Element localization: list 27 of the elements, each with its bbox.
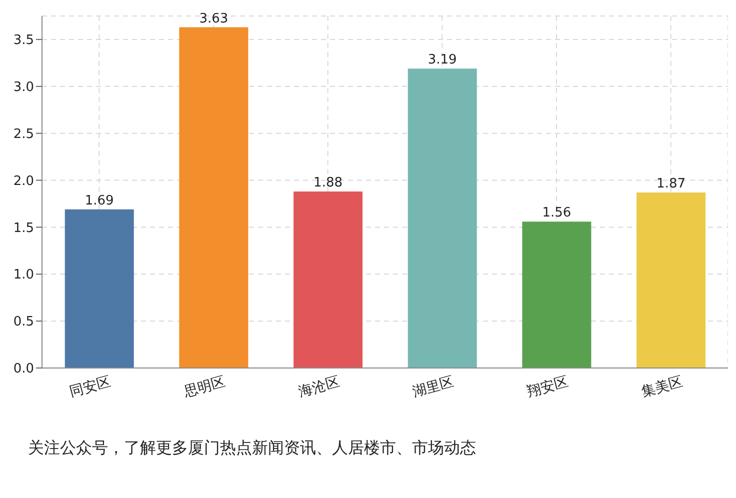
bar: [64, 209, 134, 368]
data-label: 1.88: [314, 176, 343, 191]
data-label: 1.87: [656, 176, 686, 192]
x-tick-label: 同安区: [68, 374, 113, 400]
bar: [408, 68, 477, 368]
x-tick-label: 海沧区: [296, 374, 342, 400]
y-tick-label: 3.5: [13, 33, 34, 48]
y-tick-label: 1.0: [13, 268, 34, 283]
text: 关注公众号，了解更多厦门热点新闻资讯、人居楼市、市场动态: [28, 438, 477, 459]
data-label: 3.19: [428, 52, 457, 68]
data-label: 3.63: [199, 11, 228, 26]
x-tick-label: 翔安区: [525, 374, 570, 400]
bar: [522, 222, 592, 368]
x-tick-label: 思明区: [181, 374, 228, 401]
y-tick-label: 1.5: [13, 220, 34, 236]
bar: [294, 192, 363, 368]
bar: [179, 27, 248, 368]
y-tick-label: 2.0: [13, 174, 34, 189]
x-tick-label: 湖里区: [411, 374, 456, 400]
y-tick-label: 0.0: [13, 362, 34, 377]
y-tick-label: 0.5: [13, 314, 34, 330]
y-tick-label: 2.5: [13, 126, 34, 142]
y-tick-label: 3.0: [13, 80, 34, 96]
data-label: 1.56: [542, 206, 572, 221]
x-tick-label: 集美区: [640, 374, 684, 400]
bar: [636, 192, 706, 368]
data-label: 1.69: [84, 193, 114, 208]
